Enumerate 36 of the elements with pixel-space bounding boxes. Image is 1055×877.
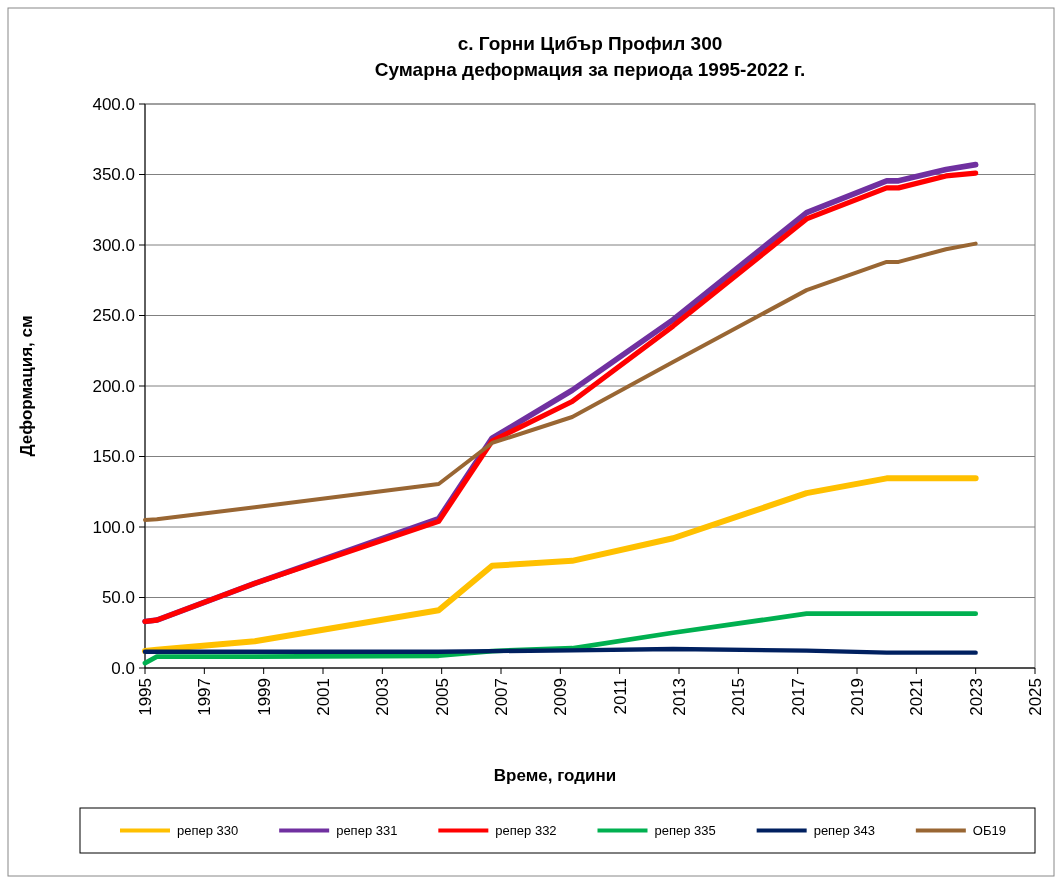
x-tick-label: 1997 bbox=[195, 678, 215, 716]
x-tick-label: 2001 bbox=[313, 678, 333, 716]
x-tick-label: 2007 bbox=[491, 678, 511, 716]
legend-label: репер 330 bbox=[177, 823, 239, 839]
x-tick-label: 2025 bbox=[1025, 678, 1045, 716]
y-tick-label: 0.0 bbox=[111, 658, 135, 678]
y-tick-label: 400.0 bbox=[92, 94, 135, 114]
x-tick-label: 2013 bbox=[669, 678, 689, 716]
legend-label: репер 335 bbox=[654, 823, 716, 839]
y-tick-label: 100.0 bbox=[92, 517, 135, 537]
x-tick-label: 2011 bbox=[610, 678, 630, 715]
x-tick-label: 2019 bbox=[847, 678, 867, 716]
legend-label: репер 332 bbox=[495, 823, 557, 839]
y-tick-label: 350.0 bbox=[92, 165, 135, 185]
x-tick-label: 2009 bbox=[551, 678, 571, 716]
x-axis-title: Време, години bbox=[493, 766, 617, 785]
chart-title: с. Горни Цибър Профил 300 bbox=[457, 33, 723, 54]
chart-subtitle: Сумарна деформация за периода 1995-2022 г. bbox=[374, 59, 806, 80]
x-tick-label: 2005 bbox=[432, 678, 452, 716]
x-tick-label: 1995 bbox=[135, 678, 155, 716]
x-tick-label: 2017 bbox=[788, 678, 808, 716]
x-tick-label: 1999 bbox=[254, 678, 274, 716]
line-series bbox=[143, 241, 978, 522]
y-axis-title: Деформация, см bbox=[17, 315, 36, 457]
legend-label: ОБ19 bbox=[972, 823, 1006, 839]
x-tick-label: 2023 bbox=[966, 678, 986, 716]
y-tick-label: 150.0 bbox=[92, 447, 135, 467]
x-tick-label: 2015 bbox=[729, 678, 749, 716]
legend-label: репер 331 bbox=[336, 823, 398, 839]
y-tick-label: 250.0 bbox=[92, 306, 135, 326]
x-tick-label: 2021 bbox=[907, 678, 927, 716]
y-tick-label: 300.0 bbox=[92, 235, 135, 255]
y-tick-label: 50.0 bbox=[101, 588, 135, 608]
x-tick-label: 2003 bbox=[373, 678, 393, 716]
legend-label: репер 343 bbox=[813, 823, 875, 839]
y-tick-label: 200.0 bbox=[92, 376, 135, 396]
